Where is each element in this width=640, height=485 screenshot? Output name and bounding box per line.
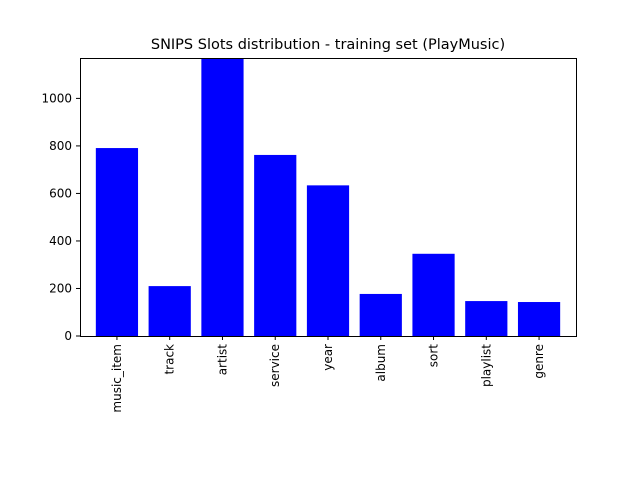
y-tick-label: 800	[49, 139, 72, 153]
y-tick-label: 0	[64, 329, 72, 343]
x-tick-label: sort	[427, 344, 441, 368]
x-tick-label: artist	[215, 344, 229, 376]
y-axis: 0 200 400 600 800 1000	[41, 91, 80, 343]
plot-area-frame	[80, 58, 577, 337]
y-tick-label: 400	[49, 234, 72, 248]
bar-playlist	[465, 301, 508, 336]
bar-sort	[412, 253, 455, 336]
y-tick-label: 1000	[41, 91, 72, 105]
x-tick-label: service	[268, 344, 282, 387]
y-tick-label: 600	[49, 186, 72, 200]
bar-artist	[201, 58, 244, 336]
x-tick-label: playlist	[479, 344, 493, 387]
bar-track	[148, 286, 191, 336]
bar-album	[359, 293, 402, 336]
y-tick-label: 200	[49, 281, 72, 295]
x-tick-label: track	[163, 344, 177, 375]
x-tick-label: album	[374, 344, 388, 382]
x-tick-label: year	[321, 344, 335, 371]
bar-year	[306, 185, 350, 336]
bar-service	[254, 154, 297, 336]
bars-group	[95, 58, 561, 336]
bar-music-item	[95, 148, 139, 336]
x-tick-label: music_item	[110, 344, 124, 413]
chart-title: SNIPS Slots distribution - training set …	[151, 37, 505, 53]
x-axis: music_item track artist service year album sor…	[110, 336, 546, 413]
x-tick-label: genre	[532, 344, 546, 379]
bar-genre	[517, 302, 561, 336]
